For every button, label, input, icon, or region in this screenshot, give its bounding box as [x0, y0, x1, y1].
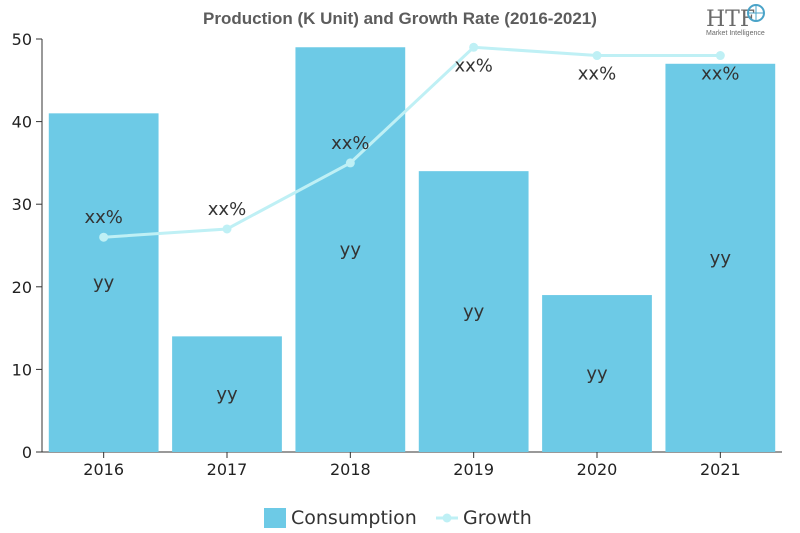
growth-point-2021 — [715, 51, 725, 61]
legend-consumption-swatch — [264, 508, 286, 528]
bar-consumption-2019 — [418, 171, 529, 452]
growth-point-2020 — [592, 51, 602, 61]
bar-label: yy — [463, 302, 485, 323]
growth-label: xx% — [578, 64, 616, 85]
growth-point-2016 — [99, 232, 109, 242]
x-tick-label: 2018 — [330, 460, 371, 479]
growth-point-2019 — [469, 42, 479, 52]
y-tick-label: 30 — [12, 195, 32, 214]
y-tick-label: 40 — [12, 113, 32, 132]
bar-consumption-2020 — [542, 295, 652, 452]
growth-point-2018 — [345, 158, 355, 168]
bar-label: yy — [586, 364, 608, 385]
y-tick-label: 0 — [22, 443, 32, 462]
x-tick-label: 2016 — [83, 460, 124, 479]
legend-growth-label: Growth — [463, 507, 532, 529]
legend: Consumption Growth — [264, 507, 532, 529]
logo-tagline: Market Intelligence — [706, 30, 765, 37]
bar-consumption-2021 — [665, 63, 776, 452]
bar-consumption-2016 — [48, 113, 159, 452]
x-tick-label: 2020 — [577, 460, 618, 479]
y-tick-label: 50 — [12, 30, 32, 49]
bar-label: yy — [340, 240, 362, 261]
y-tick-label: 20 — [12, 278, 32, 297]
chart-title: Production (K Unit) and Growth Rate (201… — [203, 9, 597, 28]
bar-consumption-2017 — [172, 336, 282, 452]
y-tick-label: 10 — [12, 360, 32, 379]
legend-growth-marker — [442, 513, 452, 523]
growth-line — [103, 45, 721, 239]
bar-label: yy — [93, 273, 115, 294]
logo-text: HTF — [706, 7, 755, 32]
bar-consumption-2018 — [295, 47, 406, 452]
x-tick-label: 2019 — [453, 460, 494, 479]
growth-label: xx% — [701, 64, 739, 85]
x-tick-label: 2021 — [700, 460, 741, 479]
growth-point-2017 — [222, 224, 232, 234]
bar-label: yy — [710, 248, 732, 269]
legend-consumption-label: Consumption — [291, 507, 417, 529]
growth-label: xx% — [84, 207, 122, 228]
growth-label: xx% — [331, 133, 369, 154]
bar-label: yy — [216, 384, 238, 405]
plot-area: 0 10 20 30 40 50 2016 2017 2018 2019 2020 2021 yy yy y… — [12, 30, 782, 479]
globe-lines-icon — [748, 5, 764, 21]
growth-label: xx% — [208, 199, 246, 220]
growth-label: xx% — [454, 55, 492, 76]
htf-logo: HTF Market Intelligence — [706, 4, 765, 37]
x-tick-label: 2017 — [207, 460, 248, 479]
